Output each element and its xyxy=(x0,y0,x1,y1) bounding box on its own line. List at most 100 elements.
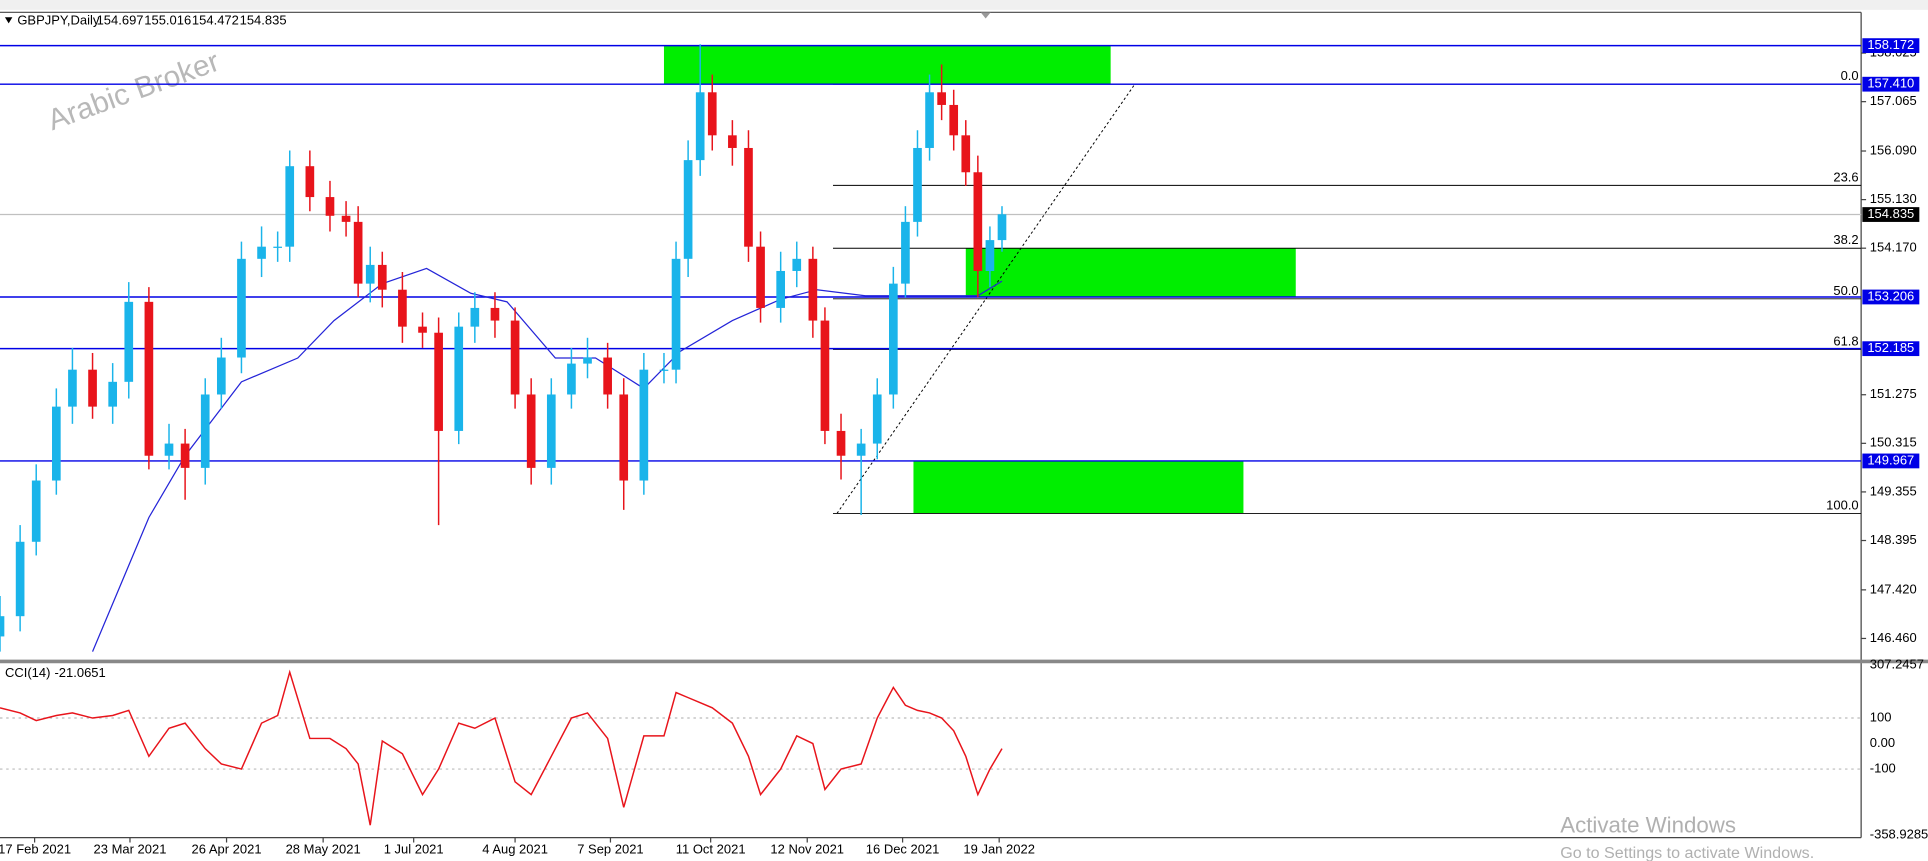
candle-body xyxy=(418,326,427,333)
x-tick-label: 23 Mar 2021 xyxy=(94,841,167,856)
x-tick-label: 12 Nov 2021 xyxy=(770,841,844,856)
candle-body xyxy=(583,357,592,364)
fib-label: 23.6 xyxy=(1833,169,1858,184)
candle-body xyxy=(15,541,25,617)
y-tick-label: 154.170 xyxy=(1870,240,1917,255)
candle-body xyxy=(937,92,946,105)
indicator-tick-label: 100 xyxy=(1870,709,1892,724)
x-tick-label: 26 Apr 2021 xyxy=(192,841,262,856)
candle-body xyxy=(619,394,629,481)
candle-body xyxy=(285,166,295,247)
candle-body xyxy=(470,307,480,327)
level-tag xyxy=(1862,453,1920,469)
candle-body xyxy=(365,264,375,284)
candle-body xyxy=(659,369,669,371)
candle-body xyxy=(546,394,556,468)
y-tick-label: 157.065 xyxy=(1870,93,1917,108)
candle-body xyxy=(353,221,363,284)
zone xyxy=(913,460,1244,514)
candle-body xyxy=(108,381,118,407)
candle-body xyxy=(52,406,61,481)
fib-trend xyxy=(836,83,1136,514)
indicator-tick-label: 307.2457 xyxy=(1870,657,1924,672)
activation-hint: Go to Settings to activate Windows. xyxy=(1560,844,1814,861)
candle-body xyxy=(949,104,959,136)
x-tick-label: 4 Aug 2021 xyxy=(482,841,548,856)
candle-body xyxy=(490,307,500,321)
y-tick-label: 156.090 xyxy=(1870,142,1917,157)
candle-body xyxy=(510,320,520,395)
candle-body xyxy=(744,147,753,247)
candle-body xyxy=(434,332,443,431)
candle-body xyxy=(341,215,351,222)
quote-value: 154.835 xyxy=(240,12,287,27)
y-tick-label: 147.420 xyxy=(1870,581,1917,596)
candle-body xyxy=(144,301,154,456)
candle-body xyxy=(836,430,846,456)
candle-body xyxy=(639,369,649,481)
candle-body xyxy=(88,369,97,407)
candle-body xyxy=(913,147,922,222)
candle-body xyxy=(305,166,315,198)
candle-body xyxy=(997,214,1007,241)
y-tick-label: 155.130 xyxy=(1870,191,1917,206)
x-tick-label: 17 Feb 2021 xyxy=(0,841,71,856)
shift-marker xyxy=(980,12,991,19)
candle-body xyxy=(756,246,765,308)
fib-label: 100.0 xyxy=(1826,497,1859,512)
candle-body xyxy=(257,246,266,259)
y-tick-label: 148.395 xyxy=(1870,532,1917,547)
candle-body xyxy=(683,160,693,259)
candle-body xyxy=(0,616,5,637)
candle-body xyxy=(901,221,910,284)
candle-body xyxy=(526,394,536,468)
y-tick-label: 150.315 xyxy=(1870,435,1917,450)
candle-body xyxy=(925,92,934,148)
candle-body xyxy=(973,172,983,271)
candle-body xyxy=(398,289,407,327)
candle-body xyxy=(124,301,134,382)
candle-body xyxy=(776,270,786,308)
symbol-title: GBPJPY,Daily xyxy=(17,12,100,27)
candle-body xyxy=(567,363,576,395)
level-tag xyxy=(1862,341,1920,357)
zone xyxy=(965,248,1296,297)
y-tick-label: 146.460 xyxy=(1870,630,1917,645)
candle-body xyxy=(792,258,802,271)
x-tick-label: 19 Jan 2022 xyxy=(963,841,1035,856)
candle-body xyxy=(671,258,681,370)
y-tick-label: 149.355 xyxy=(1870,483,1917,498)
level-tag xyxy=(1862,76,1920,92)
candle-body xyxy=(273,246,282,248)
indicator-current: -21.0651 xyxy=(54,665,105,680)
candle-body xyxy=(325,197,335,216)
level-tag xyxy=(1862,38,1920,54)
level-tag xyxy=(1862,289,1920,305)
zone xyxy=(663,45,1111,85)
candle-body xyxy=(68,369,77,407)
moving-average xyxy=(91,267,1003,652)
candle-body xyxy=(856,443,866,456)
candle-body xyxy=(820,320,830,431)
current-price-label: 154.835 xyxy=(1867,206,1914,221)
fib-label: 50.0 xyxy=(1833,283,1858,298)
quote-value: 154.472 xyxy=(192,12,239,27)
candle-body xyxy=(454,326,464,431)
fib-label: 38.2 xyxy=(1833,232,1858,247)
candle-body xyxy=(216,357,226,395)
candle-body xyxy=(377,264,387,290)
fib-label: 0.0 xyxy=(1841,68,1859,83)
candle-body xyxy=(808,258,818,321)
candle-body xyxy=(728,135,737,148)
candle-body xyxy=(200,394,210,468)
menu-arrow[interactable] xyxy=(4,17,13,24)
x-tick-label: 16 Dec 2021 xyxy=(866,841,940,856)
candle-body xyxy=(872,394,882,444)
x-tick-label: 28 May 2021 xyxy=(286,841,361,856)
activation-title: Activate Windows xyxy=(1560,812,1736,837)
indicator-name: CCI(14) xyxy=(5,665,50,680)
candle-body xyxy=(31,480,41,542)
x-tick-label: 11 Oct 2021 xyxy=(676,841,746,856)
